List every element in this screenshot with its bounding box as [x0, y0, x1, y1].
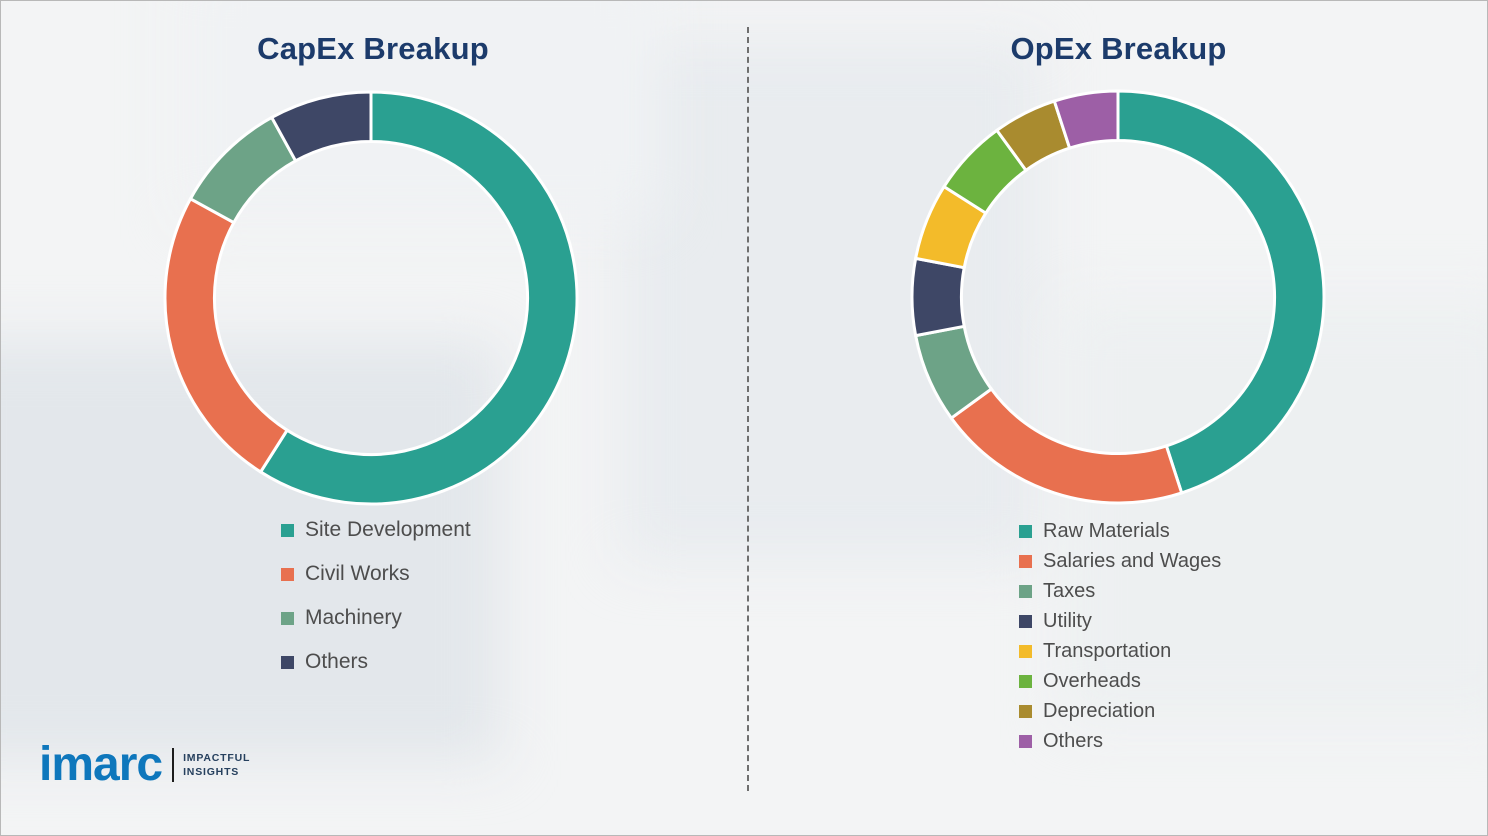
legend-swatch — [1019, 614, 1032, 628]
legend-item-transportation: Transportation — [1019, 636, 1221, 666]
legend-item-raw-materials: Raw Materials — [1019, 516, 1221, 546]
legend-item-overheads: Overheads — [1019, 666, 1221, 696]
donut-slice-others — [1052, 89, 1120, 150]
legend-label: Site Development — [305, 518, 471, 541]
legend-item-utility: Utility — [1019, 606, 1221, 636]
legend-swatch — [281, 611, 294, 625]
legend-item-others: Others — [281, 640, 471, 684]
legend-label: Overheads — [1043, 669, 1141, 692]
legend-label: Machinery — [305, 606, 402, 629]
logo-tagline-line2: INSIGHTS — [183, 766, 240, 778]
opex-legend: Raw Materials Salaries and Wages Taxes Util… — [1019, 516, 1221, 756]
donut-slice-salaries-and-wages — [949, 386, 1184, 505]
imarc-logo-text: imarc — [39, 738, 163, 791]
legend-swatch — [281, 655, 294, 669]
legend-label: Raw Materials — [1043, 519, 1170, 542]
vertical-dashed-divider — [747, 27, 749, 791]
legend-label: Depreciation — [1043, 699, 1156, 722]
legend-item-depreciation: Depreciation — [1019, 696, 1221, 726]
logo-tagline: IMPACTFUL INSIGHTS — [183, 751, 250, 779]
legend-label: Utility — [1043, 609, 1092, 632]
donut-slice-others — [269, 90, 373, 163]
legend-label: Transportation — [1043, 639, 1172, 662]
legend-item-others: Others — [1019, 726, 1221, 756]
donut-slice-raw-materials — [1116, 89, 1326, 495]
legend-swatch — [1019, 524, 1032, 538]
opex-donut-chart — [910, 89, 1326, 505]
legend-swatch — [1019, 674, 1032, 688]
legend-swatch — [1019, 734, 1032, 748]
legend-item-salaries-and-wages: Salaries and Wages — [1019, 546, 1221, 576]
legend-item-taxes: Taxes — [1019, 576, 1221, 606]
legend-item-civil-works: Civil Works — [281, 552, 471, 596]
legend-label: Salaries and Wages — [1043, 549, 1222, 572]
legend-swatch — [281, 523, 294, 537]
capex-chart-title: CapEx Breakup — [257, 31, 489, 66]
capex-legend: Site Development Civil Works Machinery Othe… — [281, 508, 471, 684]
legend-item-site-development: Site Development — [281, 508, 471, 552]
legend-label: Others — [305, 650, 369, 673]
opex-chart-title: OpEx Breakup — [1010, 31, 1227, 66]
legend-swatch — [281, 567, 294, 581]
legend-swatch — [1019, 554, 1032, 568]
legend-label: Others — [1043, 729, 1104, 752]
legend-label: Taxes — [1043, 579, 1096, 602]
donut-slice-utility — [910, 256, 966, 338]
legend-swatch — [1019, 644, 1032, 658]
capex-donut-chart — [163, 90, 579, 506]
legend-swatch — [1019, 584, 1032, 598]
legend-swatch — [1019, 704, 1032, 718]
legend-item-machinery: Machinery — [281, 596, 471, 640]
donut-slice-civil-works — [163, 196, 290, 475]
donut-slice-site-development — [258, 90, 579, 506]
logo-tagline-line1: IMPACTFUL — [183, 751, 251, 764]
legend-label: Civil Works — [305, 562, 410, 585]
imarc-logo: imarc IMPACTFUL INSIGHTS — [39, 741, 250, 789]
logo-divider-bar — [172, 748, 175, 782]
